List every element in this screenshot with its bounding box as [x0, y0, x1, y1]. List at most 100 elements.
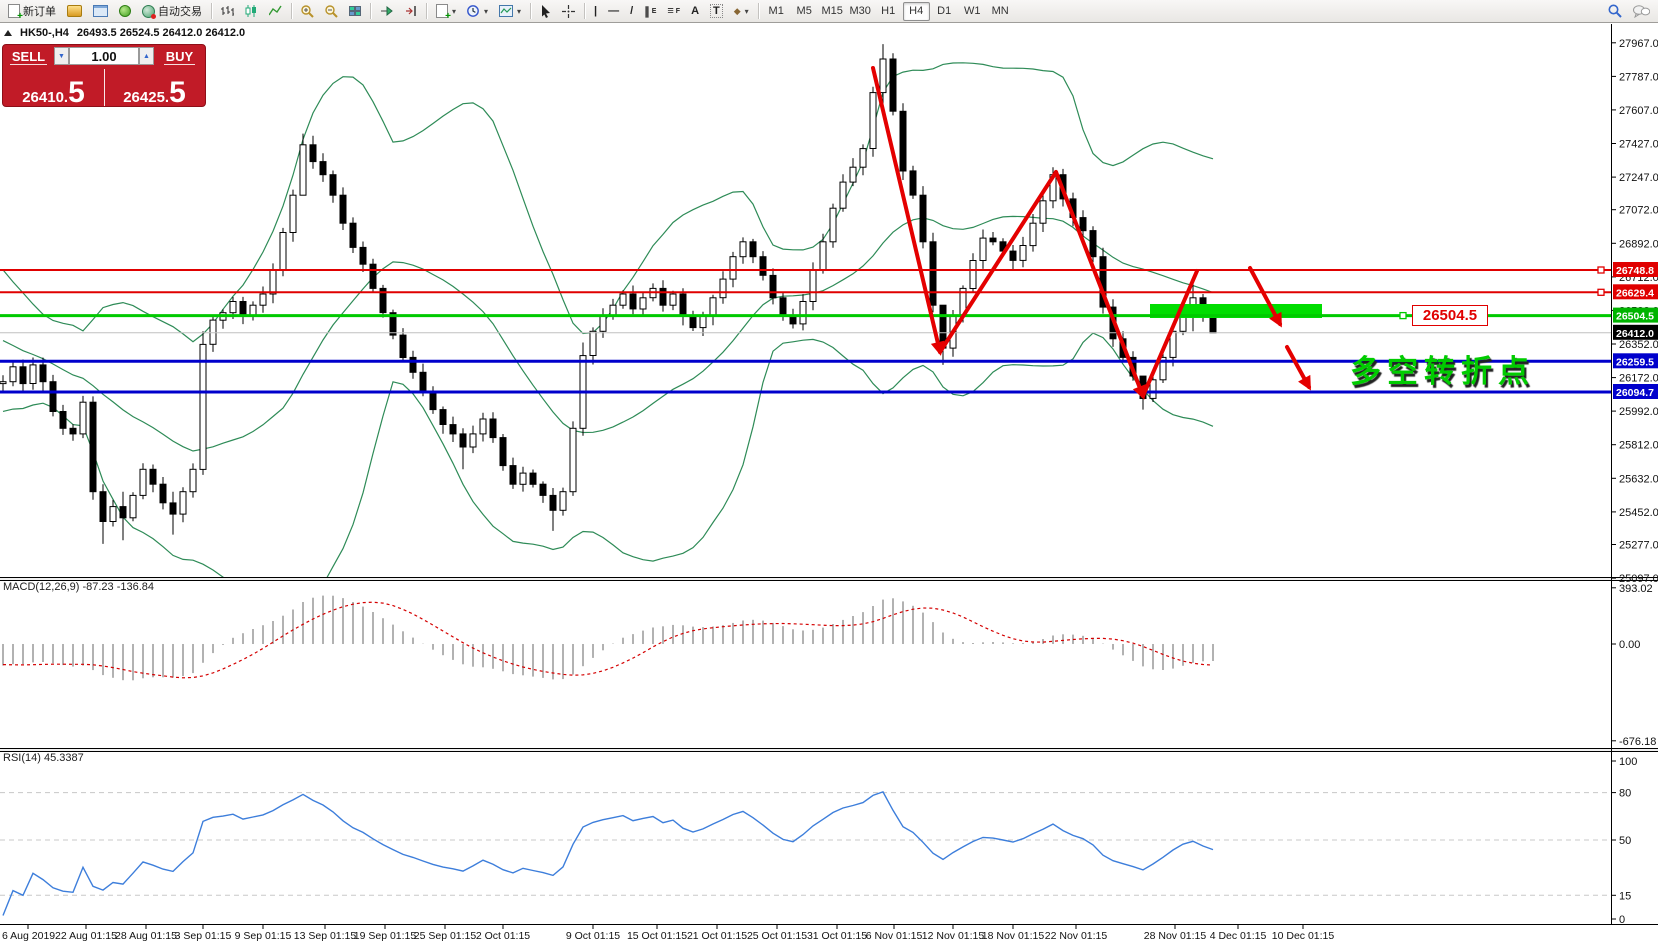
price-divider: [104, 69, 105, 106]
profiles-button[interactable]: ▾: [462, 2, 493, 21]
collapse-one-click-icon[interactable]: [4, 30, 12, 36]
one-click-trading-panel: SELL ▼ 1.00 ▲ BUY 26410. 5 26425. 5: [2, 44, 206, 107]
timeframe-H1[interactable]: H1: [875, 2, 902, 21]
market-watch-icon: [67, 5, 82, 17]
trend-arrows[interactable]: [871, 66, 1311, 400]
toolbox-button[interactable]: [88, 2, 113, 21]
zoom-in-icon: [301, 4, 314, 18]
turning-point-annotation[interactable]: 多空转折点: [1350, 354, 1535, 389]
sell-button[interactable]: SELL: [3, 48, 54, 65]
zoom-in-button[interactable]: [296, 2, 319, 21]
rsi-line: [2, 791, 1214, 916]
price-tick: 25452.0: [1619, 507, 1658, 519]
auto-scroll-icon: [381, 5, 393, 17]
price-axis[interactable]: 27967.0 27787.0 27607.0 27427.0 27247.0 27072…: [1611, 38, 1658, 926]
toolbar-separator: [757, 3, 759, 19]
sell-label: SELL: [9, 48, 48, 65]
line-handle-marker[interactable]: [1597, 266, 1605, 274]
time-tick: 9 Oct 01:15: [566, 930, 620, 942]
line-chart-icon: [269, 5, 282, 16]
time-tick: 19 Sep 01:15: [354, 930, 417, 942]
timeframe-D1[interactable]: D1: [931, 2, 958, 21]
ohlc-values: 26493.5 26524.5 26412.0 26412.0: [76, 27, 246, 39]
auto-scroll-button[interactable]: [375, 2, 398, 21]
timeframe-W1[interactable]: W1: [959, 2, 986, 21]
horizontal-line-tool-button[interactable]: —: [603, 2, 624, 21]
price-tag-label: 26412.0: [1616, 328, 1654, 340]
autotrading-icon: [142, 4, 156, 19]
macd-tick: 393.02: [1619, 583, 1653, 595]
time-tick: 25 Sep 01:15: [414, 930, 477, 942]
timeframe-M1[interactable]: M1: [763, 2, 790, 21]
channel-tool-button[interactable]: ∥ E: [639, 2, 661, 21]
line-chart-button[interactable]: [264, 2, 287, 21]
signals-icon: [119, 5, 131, 17]
horizontal-level-lines[interactable]: [0, 266, 1611, 394]
time-tick: 6 Aug 2019: [2, 930, 55, 942]
time-tick: 12 Nov 01:15: [922, 930, 985, 942]
candlestick-chart-button[interactable]: [240, 2, 263, 21]
autotrading-button[interactable]: 自动交易: [137, 2, 207, 21]
chevron-down-icon: ▾: [484, 6, 489, 16]
cursor-button[interactable]: [535, 2, 556, 21]
buy-price[interactable]: 26425. 5: [104, 67, 205, 107]
symbol-timeframe-label: HK50-,H4: [20, 27, 69, 39]
volume-decrease-button[interactable]: ▼: [54, 47, 69, 65]
rsi-indicator-label: RSI(14) 45.3387: [3, 752, 84, 764]
crosshair-icon: [562, 4, 576, 18]
timeframe-M15[interactable]: M15: [819, 2, 846, 21]
timeframe-M30[interactable]: M30: [847, 2, 874, 21]
buy-label: BUY: [163, 48, 196, 65]
price-tick: 26352.0: [1619, 339, 1658, 351]
main-toolbar: 新订单 自动交易: [0, 0, 1658, 23]
timeframe-M5[interactable]: M5: [791, 2, 818, 21]
new-chart-button[interactable]: ▾: [431, 2, 461, 22]
sell-price[interactable]: 26410. 5: [3, 67, 104, 107]
volume-increase-button[interactable]: ▲: [139, 47, 154, 65]
toolbar-separator: [211, 3, 212, 19]
fibonacci-sub-label: F: [675, 7, 681, 15]
search-button[interactable]: [1603, 2, 1627, 21]
timeframe-MN[interactable]: MN: [987, 2, 1014, 21]
timeframe-H4[interactable]: H4: [902, 1, 930, 21]
line-handle-marker[interactable]: [1597, 288, 1605, 296]
text-label-tool-button[interactable]: T: [705, 2, 728, 21]
volume-input[interactable]: 1.00: [69, 47, 139, 65]
time-tick: 9 Sep 01:15: [235, 930, 292, 942]
bar-chart-button[interactable]: [216, 2, 239, 21]
line-handle-marker[interactable]: [1399, 311, 1407, 320]
symbol-info-bar: HK50-,H4 26493.5 26524.5 26412.0 26412.0: [4, 27, 245, 39]
new-chart-icon: [436, 4, 451, 22]
crosshair-button[interactable]: [557, 2, 580, 21]
zoom-out-button[interactable]: [320, 2, 343, 21]
templates-button[interactable]: ▾: [494, 2, 526, 21]
price-callout-label[interactable]: 26504.5: [1412, 305, 1488, 326]
text-tool-icon: A: [691, 5, 700, 17]
arrows-tool-button[interactable]: ◆ ▾: [729, 2, 754, 21]
signals-button[interactable]: [114, 2, 136, 21]
buy-button[interactable]: BUY: [154, 48, 205, 65]
price-tick: 27072.0: [1619, 205, 1658, 217]
chart-shift-button[interactable]: [399, 2, 422, 21]
toolbar-separator: [291, 3, 292, 19]
time-tick: 6 Nov 01:15: [866, 930, 923, 942]
text-tool-button[interactable]: A: [686, 2, 704, 21]
price-tag: [1613, 353, 1658, 369]
sell-price-dot: .: [63, 89, 69, 106]
price-tag: [1613, 307, 1658, 323]
time-tick: 4 Dec 01:15: [1210, 930, 1267, 942]
chevron-down-icon: ▾: [452, 6, 457, 16]
panel-separators[interactable]: [0, 577, 1658, 925]
vertical-line-tool-button[interactable]: |: [589, 2, 602, 21]
market-watch-button[interactable]: [62, 2, 87, 21]
trendline-tool-button[interactable]: /: [625, 2, 638, 21]
toolbar-separator: [530, 3, 532, 19]
tile-windows-button[interactable]: [344, 2, 366, 21]
chat-button[interactable]: [1628, 2, 1655, 21]
time-tick: 22 Nov 01:15: [1045, 930, 1108, 942]
fibonacci-tool-button[interactable]: ≡ F: [662, 2, 685, 21]
toolbar-separator: [584, 3, 586, 19]
new-order-button[interactable]: 新订单: [3, 2, 61, 22]
